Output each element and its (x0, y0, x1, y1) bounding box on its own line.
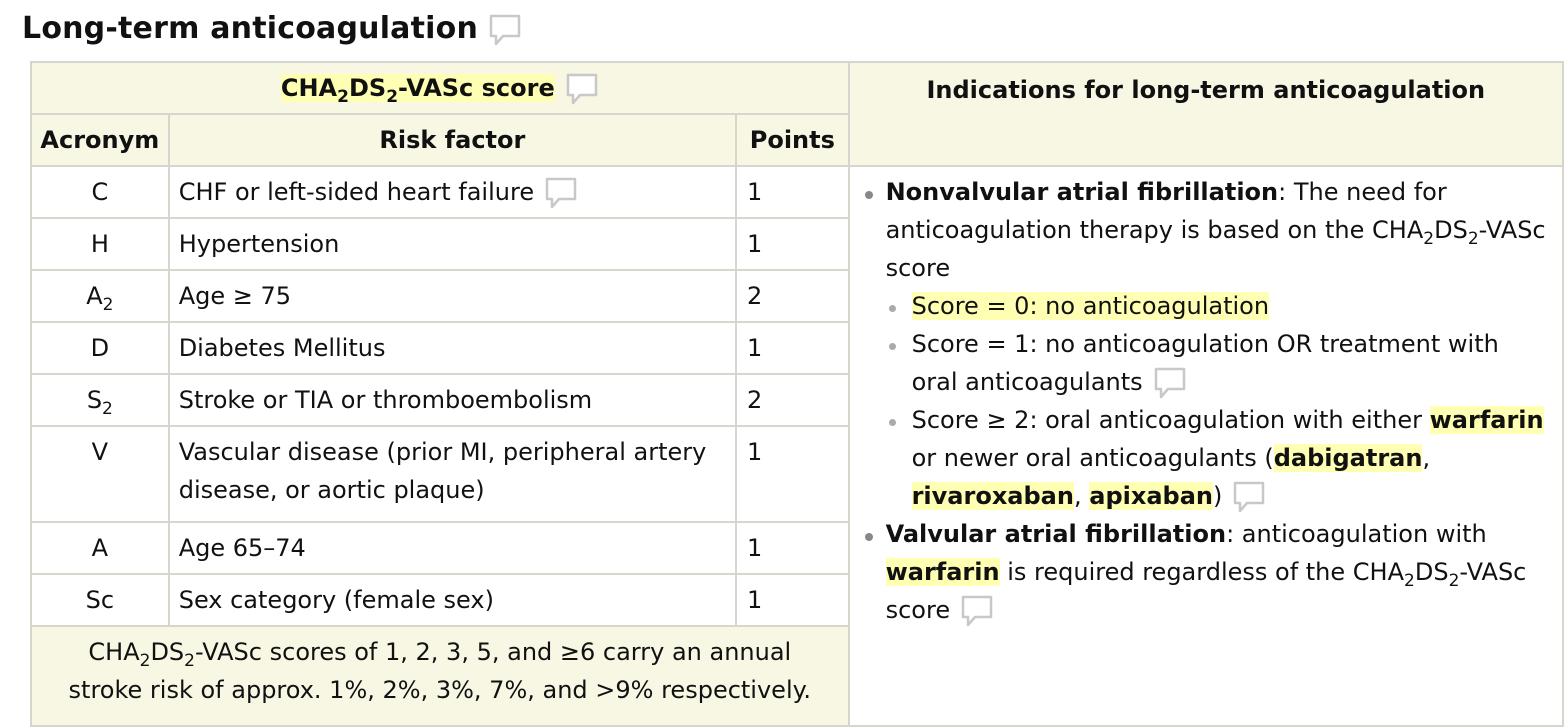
anticoagulation-table: CHA2DS2-VASc score Indications for long-… (30, 61, 1564, 727)
comment-bubble-icon[interactable] (488, 13, 522, 47)
score-sublist: Score = 0: no anticoagulation Score = 1:… (886, 287, 1552, 515)
acronym-cell: C (30, 165, 170, 219)
points-cell: 1 (735, 321, 850, 375)
drug-link-rivaroxaban[interactable]: rivaroxaban (911, 482, 1074, 510)
risk-factor-cell: Hypertension (167, 217, 738, 271)
points-cell: 2 (735, 269, 850, 323)
table-footnote: CHA2DS2-VASc scores of 1, 2, 3, 5, and ≥… (30, 625, 850, 727)
points-cell: 1 (735, 573, 850, 627)
risk-factor-cell: Sex category (female sex) (167, 573, 738, 627)
comment-bubble-icon[interactable] (565, 72, 599, 106)
score-1-text: Score = 1: no anticoagulation OR treatme… (911, 330, 1499, 396)
list-item: Score ≥ 2: oral anticoagulation with eit… (886, 401, 1552, 515)
table-row: A Age 65–74 1 (30, 521, 1563, 575)
points-column-header: Points (735, 113, 850, 167)
list-item: Score = 0: no anticoagulation (886, 287, 1552, 325)
table-row: H Hypertension 1 (30, 217, 1563, 271)
risk-factor-cell: Vascular disease (prior MI, peripheral a… (167, 425, 738, 523)
comment-bubble-icon[interactable] (960, 594, 994, 628)
drug-link-warfarin[interactable]: warfarin (885, 558, 1000, 586)
risk-factor-cell: Age ≥ 75 (167, 269, 738, 323)
acronym-cell: A2 (30, 269, 170, 323)
points-cell: 1 (735, 521, 850, 575)
acronym-cell: Sc (30, 573, 170, 627)
comment-bubble-icon[interactable] (1232, 480, 1266, 514)
table-row: D Diabetes Mellitus 1 (30, 321, 1563, 375)
acronym-cell: H (30, 217, 170, 271)
comment-bubble-icon[interactable] (1153, 366, 1187, 400)
comment-bubble-icon[interactable] (544, 176, 578, 210)
points-cell: 2 (735, 373, 850, 427)
indications-list: Nonvalvular atrial fibrillation: The nee… (862, 173, 1552, 629)
indications-header: Indications for long-term anticoagulatio… (847, 61, 1564, 167)
indications-body: Nonvalvular atrial fibrillation: The nee… (847, 165, 1564, 727)
drug-link-dabigatran[interactable]: dabigatran (1273, 444, 1423, 472)
list-item: Valvular atrial fibrillation: anticoagul… (862, 515, 1552, 629)
list-item: Score = 1: no anticoagulation OR treatme… (886, 325, 1552, 401)
table-row: A2 Age ≥ 75 2 (30, 269, 1563, 323)
acronym-cell: S2 (30, 373, 170, 427)
acronym-cell: A (30, 521, 170, 575)
table-row: S2 Stroke or TIA or thromboembolism 2 (30, 373, 1563, 427)
table-row: C CHF or left-sided heart failure 1 Nonv… (30, 165, 1564, 727)
risk-factor-cell: Age 65–74 (167, 521, 738, 575)
score-title-highlight: CHA2DS2-VASc score (280, 74, 555, 107)
points-cell: 1 (735, 217, 850, 271)
score-0-text: Score = 0: no anticoagulation (911, 292, 1270, 320)
score-table-title: CHA2DS2-VASc score (30, 61, 850, 115)
drug-link-apixaban[interactable]: apixaban (1089, 482, 1213, 510)
page-title: Long-term anticoagulation (22, 8, 522, 50)
points-cell: 1 (735, 165, 850, 219)
risk-factor-cell: Diabetes Mellitus (167, 321, 738, 375)
risk-factor-cell: CHF or left-sided heart failure (167, 165, 738, 219)
risk-factor-column-header: Risk factor (167, 113, 738, 167)
table-row: Sc Sex category (female sex) 1 (30, 573, 1563, 627)
list-item: Nonvalvular atrial fibrillation: The nee… (862, 173, 1552, 515)
table-row: V Vascular disease (prior MI, peripheral… (30, 425, 1563, 523)
page-title-text: Long-term anticoagulation (22, 11, 479, 46)
acronym-column-header: Acronym (30, 113, 170, 167)
valvular-term: Valvular atrial fibrillation (885, 520, 1227, 548)
acronym-cell: V (30, 425, 170, 523)
acronym-cell: D (30, 321, 170, 375)
drug-link-warfarin[interactable]: warfarin (1429, 406, 1544, 434)
nonvalvular-term: Nonvalvular atrial fibrillation (885, 178, 1279, 206)
risk-factor-cell: Stroke or TIA or thromboembolism (167, 373, 738, 427)
points-cell: 1 (735, 425, 850, 523)
